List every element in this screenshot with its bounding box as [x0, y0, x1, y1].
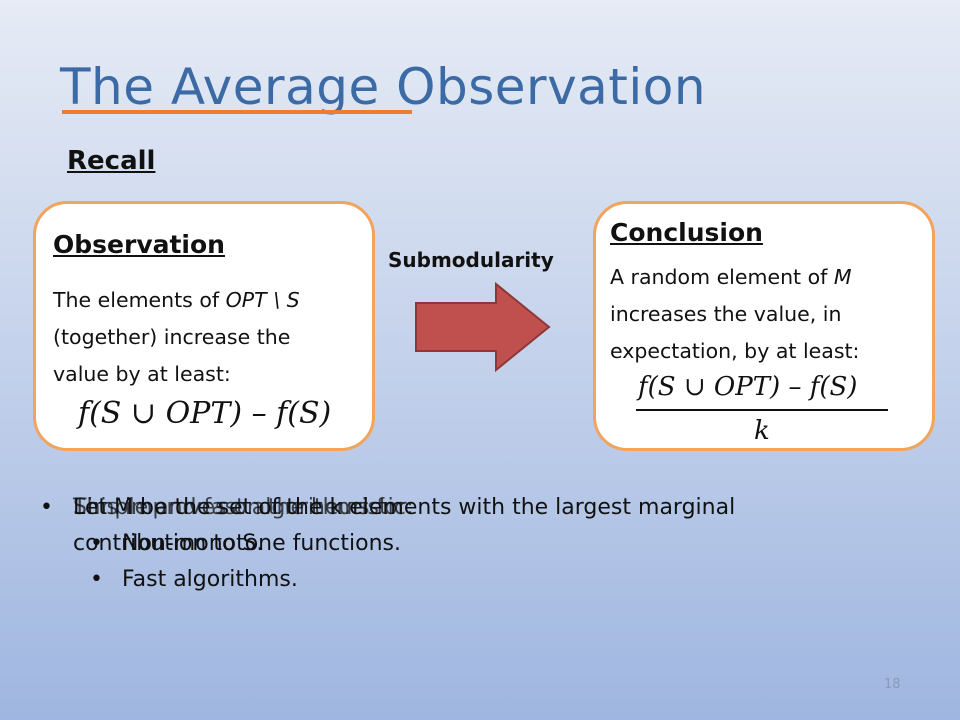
bullet-dot: •	[40, 495, 53, 520]
bullet-dot: •	[90, 567, 103, 592]
bullet-dot: •	[90, 531, 103, 556]
bullet-overlay: This improves on the heuristic	[73, 490, 406, 526]
conclusion-denominator: k	[754, 416, 770, 446]
sub-bullet-1-text: Simple and fast algorithms for:	[73, 495, 414, 520]
bullet-overlay-line-1: This improves on the heuristic	[73, 495, 406, 520]
observation-box: Observation The elements of OPT \ S (tog…	[33, 201, 375, 451]
observation-line-3: value by at least:	[53, 362, 231, 386]
bullet-main-line-1: Let M be the set of the k elements with …	[73, 495, 736, 520]
conclusion-text: A random element of M increases the valu…	[610, 259, 935, 370]
sub-bullet-2-text: Non-monotone functions.	[122, 531, 401, 556]
conclusion-box: Conclusion A random element of M increas…	[593, 201, 935, 451]
observation-heading: Observation	[53, 230, 225, 259]
conclusion-numerator: f(S ∪ OPT) – f(S)	[638, 372, 858, 402]
submodularity-label: Submodularity	[388, 248, 554, 272]
observation-line-2: (together) increase the	[53, 325, 291, 349]
recall-heading: Recall	[67, 146, 156, 176]
title-underline	[62, 110, 412, 114]
fraction-bar	[636, 409, 888, 411]
right-arrow-icon	[415, 281, 551, 373]
observation-formula: f(S ∪ OPT) – f(S)	[78, 396, 332, 431]
conclusion-heading: Conclusion	[610, 218, 763, 247]
bullet-main-text: Let M be the set of the k elements with …	[73, 490, 893, 562]
sub-bullet-3-text: Fast algorithms.	[122, 567, 298, 592]
bullet-main-line-2: contribution to S.	[73, 531, 264, 556]
conclusion-line-2: increases the value, in	[610, 302, 842, 326]
conclusion-line-3: expectation, by at least:	[610, 339, 860, 363]
conclusion-line-1: A random element of M	[610, 265, 852, 289]
observation-line-1: The elements of OPT \ S	[53, 288, 300, 312]
page-number: 18	[884, 677, 901, 692]
observation-text: The elements of OPT \ S (together) incre…	[53, 282, 373, 393]
slide-title: The Average Observation	[60, 58, 707, 116]
